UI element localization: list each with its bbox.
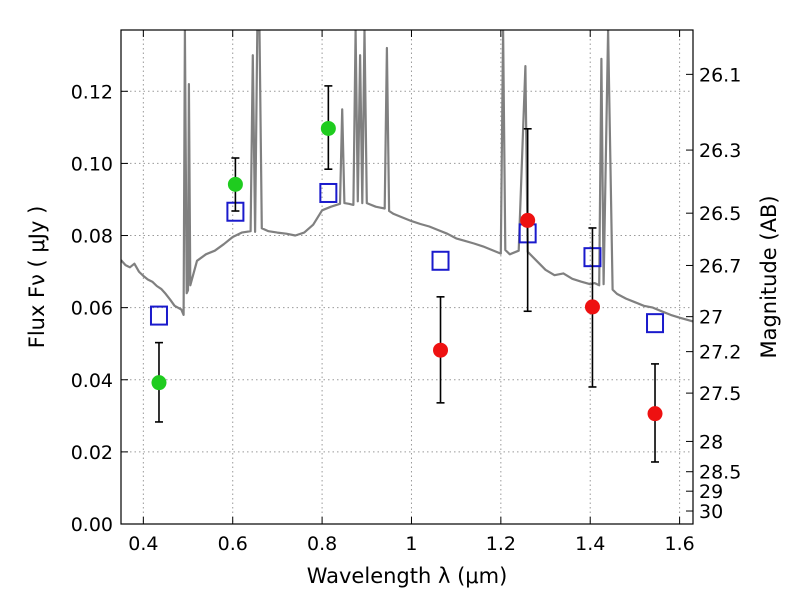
model-spectrum (121, 30, 693, 323)
model-spectrum-line (121, 30, 693, 323)
green-data-point (151, 375, 167, 391)
y2-tick-label: 30 (699, 501, 723, 523)
y-tick-label: 0.06 (71, 298, 113, 320)
axes: 0.4 0.6 0.8 1 1.2 1.4 1.6 0.00 0.02 0.04 0.06 0.08 0… (71, 30, 741, 555)
model-flux-square (149, 305, 168, 326)
green-data-point (320, 120, 336, 136)
x-tick-label: 0.4 (128, 533, 158, 555)
red-data-point (647, 406, 663, 422)
red-data-point (520, 212, 536, 228)
x-tick-label: 1.4 (575, 533, 605, 555)
x-tick-label: 1.2 (486, 533, 516, 555)
x-tick-label: 1 (405, 533, 417, 555)
data-markers (149, 85, 665, 463)
y2-tick-label: 28 (699, 431, 723, 453)
y2-tick-label: 27.5 (699, 383, 741, 405)
x-tick-label: 0.6 (218, 533, 248, 555)
x-tick-label: 0.8 (307, 533, 337, 555)
y-tick-label: 0.00 (71, 514, 113, 536)
y2-axis-label: Magnitude (AB) (757, 195, 781, 358)
y2-tick-label: 26.5 (699, 203, 741, 225)
y-axis-label: Flux Fν ( μJy ) (25, 206, 49, 349)
y2-tick-label: 28.5 (699, 462, 741, 484)
x-axis-label: Wavelength λ (μm) (307, 564, 508, 588)
model-flux-square (646, 313, 665, 334)
red-data-point (433, 342, 449, 358)
y2-tick-label: 26.3 (699, 140, 741, 162)
model-flux-square (431, 250, 450, 271)
x-tick-label: 1.6 (664, 533, 694, 555)
model-flux-square (319, 182, 338, 203)
y2-tick-label: 29 (699, 481, 723, 503)
y2-tick-label: 27.2 (699, 342, 741, 364)
plot-frame (120, 29, 694, 525)
y-tick-label: 0.02 (71, 442, 113, 464)
y2-tick-label: 26.7 (699, 255, 741, 277)
y-tick-label: 0.04 (71, 370, 113, 392)
y-tick-label: 0.10 (71, 153, 113, 175)
y-tick-label: 0.08 (71, 226, 113, 248)
grid (121, 30, 693, 524)
y2-tick-label: 26.1 (699, 64, 741, 86)
y2-tick-label: 27 (699, 307, 723, 329)
green-data-point (227, 176, 243, 192)
red-data-point (584, 299, 600, 315)
y-tick-label: 0.12 (71, 81, 113, 103)
